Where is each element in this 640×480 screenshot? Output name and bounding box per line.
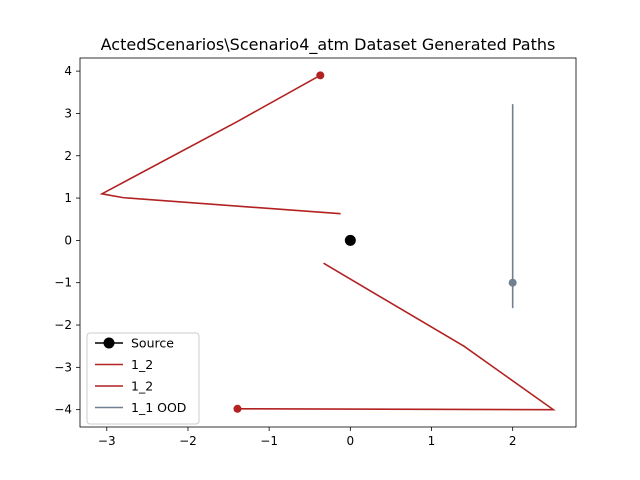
y-tick-label: 0: [64, 233, 72, 247]
series-endpoint-1: [316, 71, 325, 80]
y-tick-label: 4: [64, 64, 72, 78]
series-endpoint-2: [233, 404, 242, 413]
axes-frame: [79, 57, 577, 428]
series-endpoint-3: [508, 278, 517, 287]
y-tick-label: −2: [54, 318, 72, 332]
x-tick-label: 0: [347, 434, 355, 448]
source-point: [344, 234, 356, 246]
legend-label-1: 1_2: [131, 357, 153, 372]
x-tick-label: −1: [260, 434, 278, 448]
series-line-1: [99, 74, 341, 215]
series-line-2: [237, 262, 556, 411]
chart-title: ActedScenarios\Scenario4_atm Dataset Gen…: [101, 35, 556, 55]
legend-label-2: 1_2: [131, 379, 153, 394]
legend-label-3: 1_1 OOD: [131, 400, 186, 415]
x-tick-label: 2: [509, 434, 517, 448]
y-tick-label: −3: [54, 360, 72, 374]
y-tick-label: −4: [54, 403, 72, 417]
legend-box: [86, 332, 200, 425]
legend-marker-0: [103, 337, 115, 349]
legend: Source 1_2 1_2 1_1 OOD: [86, 332, 200, 425]
plot-area: −3 −2 −1 0 1 2 −4 −3 −2 −1 0 1 2 3 4: [54, 57, 577, 448]
y-tick-label: 3: [64, 106, 72, 120]
x-tick-label: −3: [98, 434, 116, 448]
x-tick-label: 1: [428, 434, 436, 448]
x-tick-label: −2: [179, 434, 197, 448]
y-tick-label: 2: [64, 149, 72, 163]
legend-label-0: Source: [131, 336, 174, 351]
y-tick-label: −1: [54, 276, 72, 290]
y-tick-label: 1: [64, 191, 72, 205]
